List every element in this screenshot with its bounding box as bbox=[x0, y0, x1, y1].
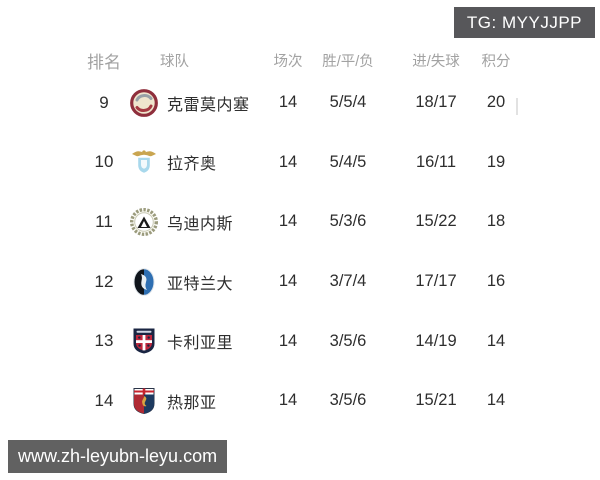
website-watermark-banner: www.zh-leyubn-leyu.com bbox=[8, 440, 228, 473]
wdl-value: 5/4/5 bbox=[329, 152, 367, 171]
goals-value: 15/22 bbox=[415, 212, 457, 231]
played-value: 14 bbox=[278, 212, 298, 231]
header-points: 积分 bbox=[481, 53, 511, 70]
rank-value: 12 bbox=[94, 271, 114, 291]
rank-value: 9 bbox=[99, 92, 109, 112]
goals-value: 18/17 bbox=[415, 93, 457, 112]
goals-value: 16/11 bbox=[415, 152, 457, 171]
goals-value: 15/21 bbox=[415, 391, 457, 410]
team-logo-cell bbox=[128, 386, 160, 416]
team-name: 乌迪内斯 bbox=[167, 215, 234, 233]
points-value: 19 bbox=[486, 152, 506, 171]
team-name: 热那亚 bbox=[167, 394, 217, 412]
team-logo-cell bbox=[128, 147, 160, 177]
played-value: 14 bbox=[278, 152, 298, 171]
table-row[interactable]: 13 卡利亚里 14 3/5/6 14/19 14 bbox=[0, 311, 600, 371]
header-played: 场次 bbox=[273, 53, 303, 70]
table-row[interactable]: 14 热那亚 14 3/5/6 15/21 14 bbox=[0, 371, 600, 431]
rank-value: 13 bbox=[94, 331, 114, 351]
header-team: 球队 bbox=[160, 53, 189, 70]
points-value: 16 bbox=[486, 272, 506, 291]
team-name: 拉齐奥 bbox=[167, 156, 217, 174]
league-standings-table: 排名 球队 场次 胜/平/负 进/失球 积分 9 克雷莫内塞 14 5/5/4 … bbox=[0, 47, 600, 431]
rank-value: 10 bbox=[94, 152, 114, 172]
table-row[interactable]: 9 克雷莫内塞 14 5/5/4 18/17 20 bbox=[0, 73, 600, 133]
team-name: 克雷莫内塞 bbox=[167, 96, 250, 114]
telegram-watermark-badge: TG: MYYJJPP bbox=[453, 7, 595, 38]
genoa-crest-icon bbox=[133, 387, 155, 414]
cagliari-crest-icon bbox=[133, 328, 155, 354]
table-header-row: 排名 球队 场次 胜/平/负 进/失球 积分 bbox=[0, 47, 600, 73]
wdl-value: 5/5/4 bbox=[329, 93, 367, 112]
points-value: 18 bbox=[486, 212, 506, 231]
rank-value: 14 bbox=[94, 390, 114, 410]
team-logo-cell bbox=[128, 207, 160, 237]
team-logo-cell bbox=[128, 267, 160, 297]
table-row[interactable]: 10 拉齐奥 14 5/4/5 16/11 19 bbox=[0, 133, 600, 193]
text-cursor-artifact bbox=[516, 98, 518, 115]
atalanta-crest-icon bbox=[133, 267, 155, 296]
udinese-crest-icon bbox=[129, 207, 159, 236]
team-logo-cell bbox=[128, 326, 160, 356]
lazio-crest-icon bbox=[132, 150, 156, 175]
played-value: 14 bbox=[278, 391, 298, 410]
team-name: 亚特兰大 bbox=[167, 275, 234, 293]
team-name: 卡利亚里 bbox=[167, 335, 234, 353]
points-value: 20 bbox=[486, 93, 506, 112]
played-value: 14 bbox=[278, 331, 298, 350]
points-value: 14 bbox=[486, 331, 506, 350]
team-logo-cell bbox=[128, 88, 160, 118]
points-value: 14 bbox=[486, 391, 506, 410]
header-rank: 排名 bbox=[87, 52, 121, 72]
cremonese-crest-icon bbox=[130, 88, 158, 117]
wdl-value: 3/5/6 bbox=[329, 331, 367, 350]
wdl-value: 3/5/6 bbox=[329, 391, 367, 410]
header-goals: 进/失球 bbox=[412, 53, 460, 70]
table-row[interactable]: 11 乌迪内斯 14 5/3/6 15/22 18 bbox=[0, 192, 600, 252]
rank-value: 11 bbox=[95, 211, 113, 231]
wdl-value: 3/7/4 bbox=[329, 272, 367, 291]
header-wdl: 胜/平/负 bbox=[322, 53, 374, 70]
table-row[interactable]: 12 亚特兰大 14 3/7/4 17/17 16 bbox=[0, 252, 600, 312]
goals-value: 14/19 bbox=[415, 331, 457, 350]
played-value: 14 bbox=[278, 93, 298, 112]
wdl-value: 5/3/6 bbox=[329, 212, 367, 231]
played-value: 14 bbox=[278, 272, 298, 291]
goals-value: 17/17 bbox=[415, 272, 457, 291]
